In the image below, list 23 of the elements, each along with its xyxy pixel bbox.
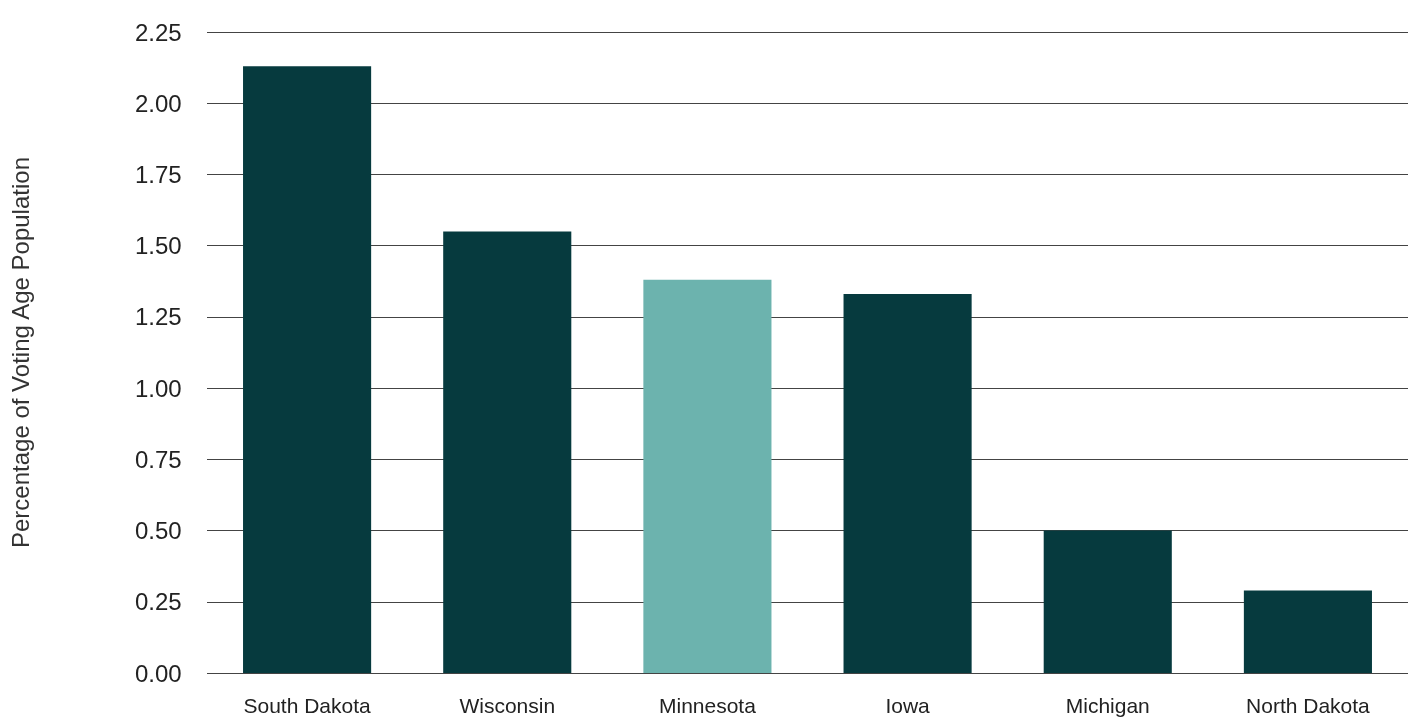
bar: [843, 294, 972, 673]
y-tick-label: 0.75: [135, 445, 182, 473]
x-tick-label: Wisconsin: [459, 694, 556, 717]
x-tick-label: Michigan: [1065, 694, 1150, 717]
bar: [243, 66, 372, 673]
bar: [1243, 590, 1372, 673]
y-tick-label: 1.00: [135, 374, 182, 402]
bar: [443, 231, 572, 673]
y-tick-label: 2.00: [135, 89, 182, 117]
y-tick-label: 1.75: [135, 160, 182, 188]
y-axis-title: Percentage of Voting Age Population: [6, 157, 34, 548]
y-tick-label: 0.25: [135, 588, 182, 616]
y-tick-label: 1.50: [135, 232, 182, 260]
x-tick-label: South Dakota: [243, 694, 372, 717]
bar: [1043, 530, 1172, 673]
bar: [643, 279, 772, 673]
y-tick-label: 2.25: [135, 18, 182, 46]
x-tick-label: Iowa: [885, 694, 931, 717]
y-tick-label: 0.00: [135, 659, 182, 687]
y-tick-label: 0.50: [135, 517, 182, 545]
x-tick-label: North Dakota: [1246, 694, 1371, 717]
x-tick-label: Minnesota: [658, 694, 757, 717]
y-tick-label: 1.25: [135, 303, 182, 331]
